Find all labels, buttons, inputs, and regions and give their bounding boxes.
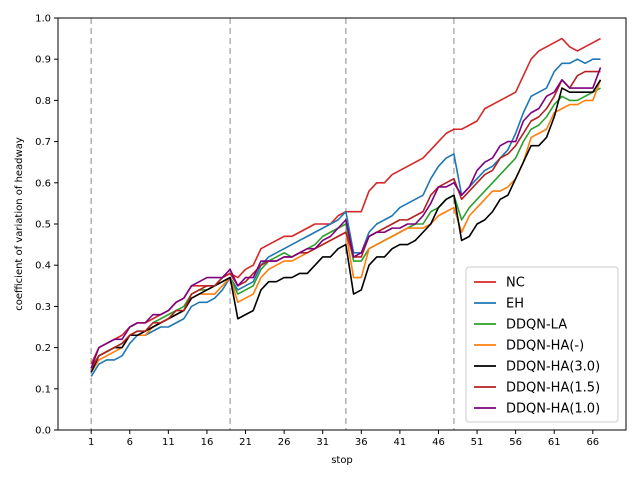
y-tick-label: 0.0	[35, 426, 51, 437]
legend-label: NC	[506, 276, 525, 291]
legend-label: DDQN-HA(-)	[506, 339, 584, 354]
y-tick-label: 0.5	[35, 220, 51, 231]
vertical-reference-lines	[90, 18, 455, 430]
x-tick-label: 26	[278, 437, 291, 448]
y-tick-label: 0.3	[35, 302, 51, 313]
legend-label: EH	[506, 297, 524, 312]
y-tick-label: 0.2	[35, 343, 51, 354]
x-tick-label: 11	[162, 437, 175, 448]
y-tick-label: 0.9	[35, 55, 51, 66]
legend: NC EH DDQN-LA DDQN-HA(-) DDQN-HA(3.0) DDQN-HA…	[465, 266, 619, 423]
x-tick-label: 36	[355, 437, 368, 448]
x-tick-label: 56	[509, 437, 522, 448]
x-tick-label: 16	[201, 437, 214, 448]
y-axis-ticks: 0.0 0.1 0.2 0.3 0.4 0.5 0.6 0.7 0.8 0.9 1.0	[35, 14, 58, 437]
series-line-eh	[90, 58, 601, 377]
x-tick-label: 6	[127, 437, 133, 448]
series-line-ddqn-ha-3-0	[90, 79, 602, 373]
legend-label: DDQN-HA(1.0)	[506, 402, 600, 417]
x-axis-label: stop	[331, 455, 353, 466]
x-tick-label: 41	[394, 437, 407, 448]
y-tick-label: 0.6	[35, 178, 51, 189]
y-tick-label: 0.7	[35, 137, 51, 148]
y-axis-label: coefficient of variation of headway	[14, 137, 25, 311]
series-line-ddqn-ha-1-0	[90, 67, 602, 369]
y-tick-label: 0.8	[35, 96, 51, 107]
x-tick-label: 21	[239, 437, 252, 448]
series-lines	[90, 37, 602, 377]
x-tick-label: 51	[471, 437, 484, 448]
legend-box	[465, 266, 619, 423]
legend-label: DDQN-LA	[506, 318, 567, 333]
x-tick-label: 61	[548, 437, 561, 448]
legend-label: DDQN-HA(1.5)	[506, 381, 600, 396]
legend-label: DDQN-HA(3.0)	[506, 360, 600, 375]
x-tick-label: 66	[586, 437, 599, 448]
y-tick-label: 1.0	[35, 14, 51, 25]
series-line-ddqn-ha-1-5	[90, 70, 601, 369]
x-tick-label: 46	[432, 437, 445, 448]
y-tick-label: 0.4	[35, 261, 51, 272]
x-tick-label: 31	[316, 437, 329, 448]
y-tick-label: 0.1	[35, 384, 51, 395]
x-axis-ticks: 1 6 11 16 21 26 31 36 41 46 51 56 61 66	[88, 430, 599, 448]
x-tick-label: 1	[88, 437, 94, 448]
